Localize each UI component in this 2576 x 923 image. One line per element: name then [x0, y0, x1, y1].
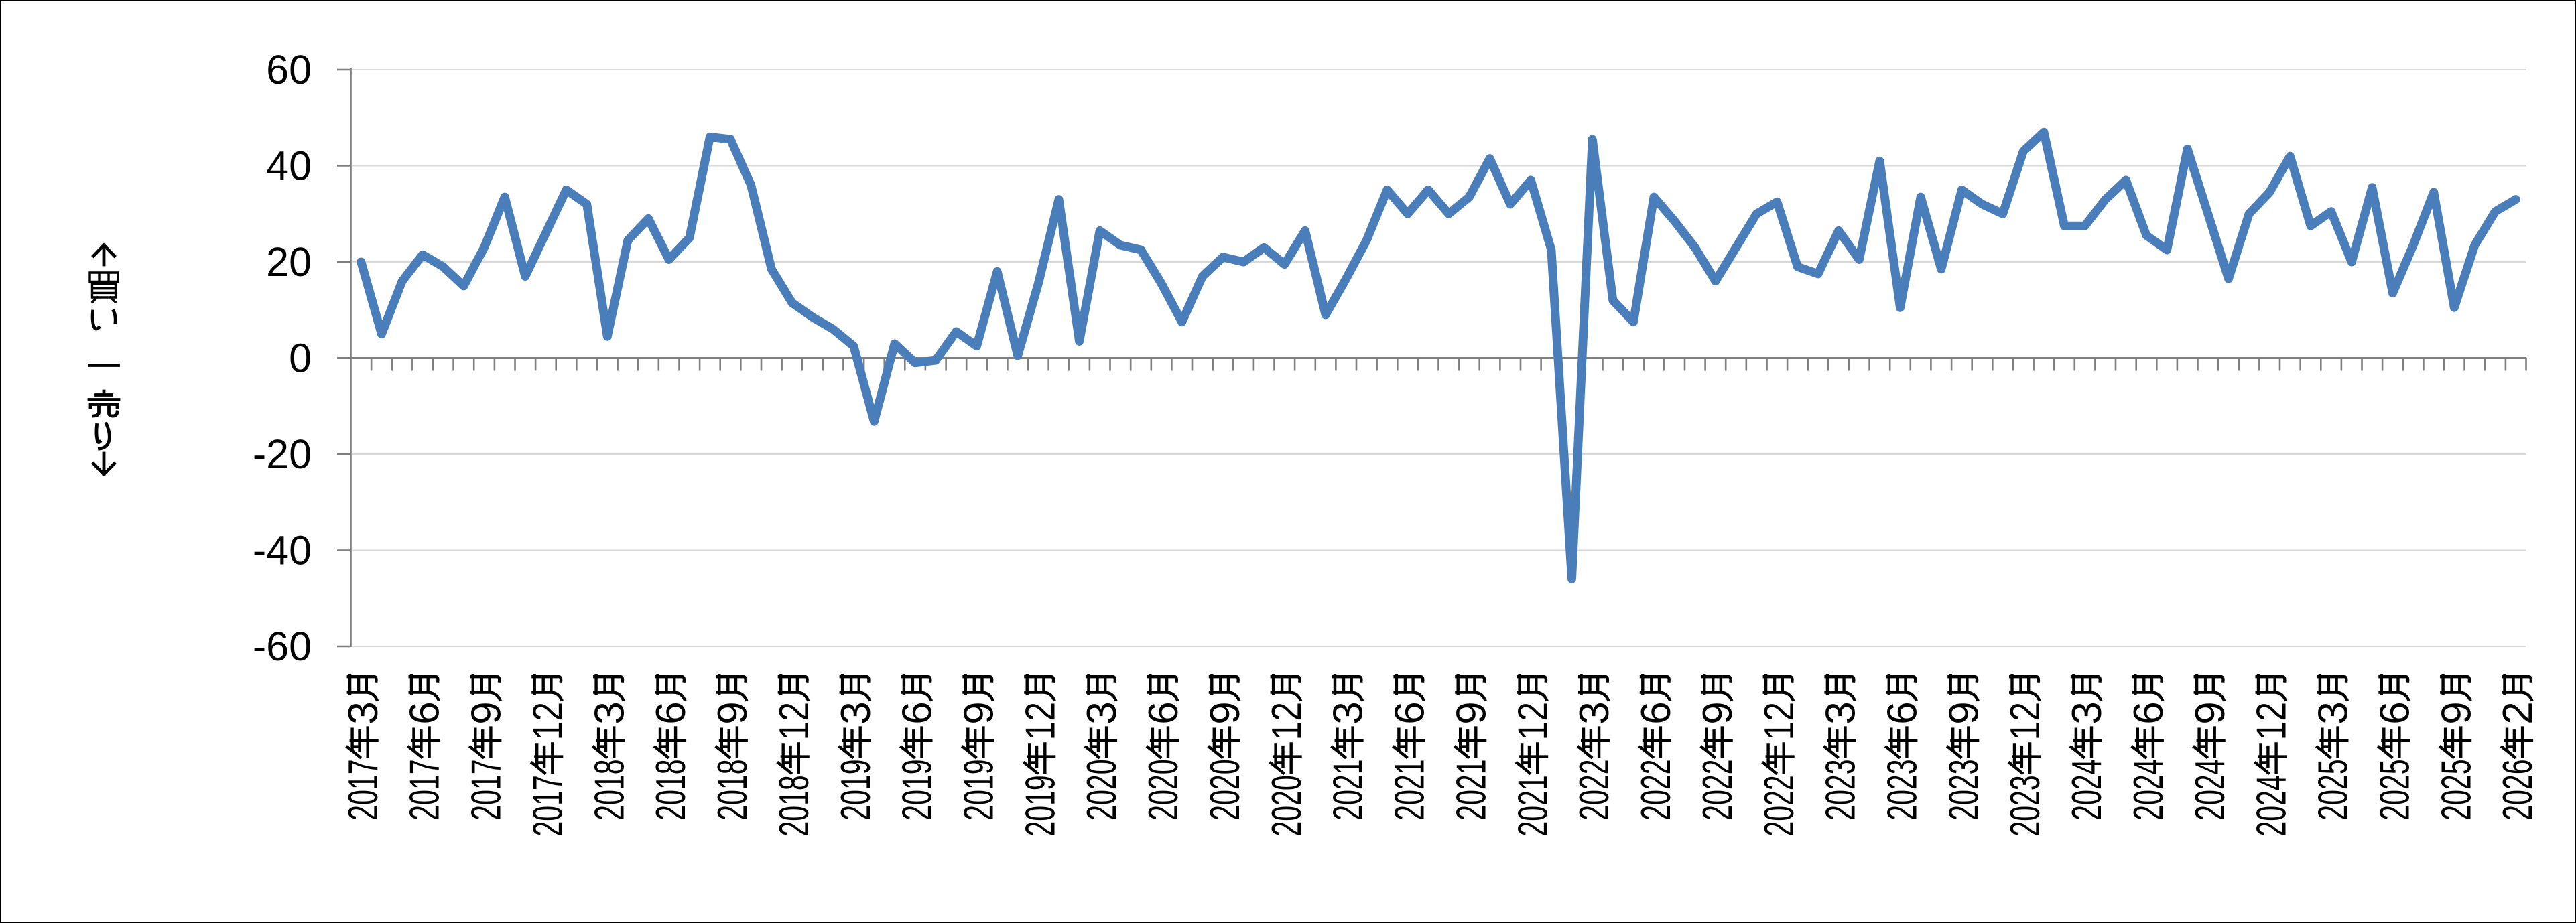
svg-text:9: 9 — [956, 701, 1003, 724]
svg-text:2: 2 — [2495, 701, 2541, 724]
svg-text:2022: 2022 — [1571, 760, 1618, 821]
svg-text:3: 3 — [1079, 701, 1125, 724]
svg-text:3: 3 — [1571, 701, 1618, 724]
svg-text:9: 9 — [1202, 701, 1248, 724]
svg-text:2018: 2018 — [710, 760, 756, 821]
svg-text:3: 3 — [1818, 701, 1864, 724]
svg-text:2021: 2021 — [1326, 760, 1372, 821]
svg-text:2024: 2024 — [2249, 775, 2295, 836]
svg-text:2022: 2022 — [1756, 775, 1803, 836]
svg-text:2024: 2024 — [2187, 760, 2234, 821]
svg-text:2023: 2023 — [1818, 760, 1864, 821]
svg-text:3: 3 — [340, 701, 387, 724]
svg-text:2020: 2020 — [1202, 760, 1248, 821]
svg-text:2017: 2017 — [340, 760, 387, 821]
svg-text:-20: -20 — [253, 431, 312, 477]
svg-text:2019: 2019 — [895, 760, 941, 821]
svg-text:9: 9 — [1695, 701, 1741, 724]
svg-text:2023: 2023 — [2002, 775, 2049, 836]
svg-text:2024: 2024 — [2126, 760, 2172, 821]
svg-text:60: 60 — [266, 47, 312, 92]
svg-text:12: 12 — [2249, 702, 2295, 741]
svg-text:2019: 2019 — [833, 760, 879, 821]
svg-text:12: 12 — [1756, 702, 1803, 741]
svg-text:2019: 2019 — [956, 760, 1003, 821]
svg-text:2020: 2020 — [1079, 760, 1125, 821]
svg-text:2019: 2019 — [1017, 775, 1064, 836]
svg-text:3: 3 — [586, 701, 633, 724]
svg-text:2020: 2020 — [1264, 775, 1310, 836]
svg-text:2025: 2025 — [2372, 760, 2419, 821]
svg-text:6: 6 — [648, 701, 694, 724]
svg-text:6: 6 — [1387, 701, 1433, 724]
svg-text:2026: 2026 — [2495, 760, 2541, 821]
svg-text:3: 3 — [2064, 701, 2110, 724]
svg-text:6: 6 — [2126, 701, 2172, 724]
svg-text:2025: 2025 — [2433, 760, 2480, 821]
svg-text:0: 0 — [289, 336, 312, 381]
svg-text:12: 12 — [1017, 702, 1064, 741]
svg-text:2018: 2018 — [771, 775, 818, 836]
svg-text:2023: 2023 — [1941, 760, 1987, 821]
svg-text:12: 12 — [525, 702, 571, 741]
svg-text:3: 3 — [1326, 701, 1372, 724]
svg-text:12: 12 — [1264, 702, 1310, 741]
svg-text:2023: 2023 — [1880, 760, 1926, 821]
svg-text:9: 9 — [710, 701, 756, 724]
svg-text:12: 12 — [2002, 702, 2049, 741]
svg-text:12: 12 — [1510, 702, 1556, 741]
svg-text:9: 9 — [1941, 701, 1987, 724]
svg-text:2024: 2024 — [2064, 760, 2110, 821]
svg-text:9: 9 — [464, 701, 510, 724]
svg-text:6: 6 — [2372, 701, 2419, 724]
svg-text:2017: 2017 — [525, 775, 571, 836]
svg-text:6: 6 — [1633, 701, 1679, 724]
svg-text:-40: -40 — [253, 528, 312, 573]
svg-text:2017: 2017 — [464, 760, 510, 821]
svg-text:12: 12 — [771, 702, 818, 741]
svg-text:-60: -60 — [253, 624, 312, 669]
svg-text:2020: 2020 — [1141, 760, 1187, 821]
svg-text:2022: 2022 — [1695, 760, 1741, 821]
svg-text:6: 6 — [1880, 701, 1926, 724]
svg-text:6: 6 — [402, 701, 448, 724]
svg-text:2017: 2017 — [402, 760, 448, 821]
svg-text:2021: 2021 — [1510, 775, 1556, 836]
svg-text:2018: 2018 — [648, 760, 694, 821]
svg-text:2022: 2022 — [1633, 760, 1679, 821]
svg-text:2018: 2018 — [586, 760, 633, 821]
svg-text:3: 3 — [833, 701, 879, 724]
svg-text:2021: 2021 — [1448, 760, 1494, 821]
svg-text:9: 9 — [2433, 701, 2480, 724]
svg-text:40: 40 — [266, 143, 312, 189]
svg-text:6: 6 — [1141, 701, 1187, 724]
svg-text:2025: 2025 — [2311, 760, 2357, 821]
svg-text:9: 9 — [2187, 701, 2234, 724]
svg-text:2021: 2021 — [1387, 760, 1433, 821]
svg-text:6: 6 — [895, 701, 941, 724]
svg-text:9: 9 — [1448, 701, 1494, 724]
svg-text:20: 20 — [266, 239, 312, 285]
svg-text:3: 3 — [2311, 701, 2357, 724]
